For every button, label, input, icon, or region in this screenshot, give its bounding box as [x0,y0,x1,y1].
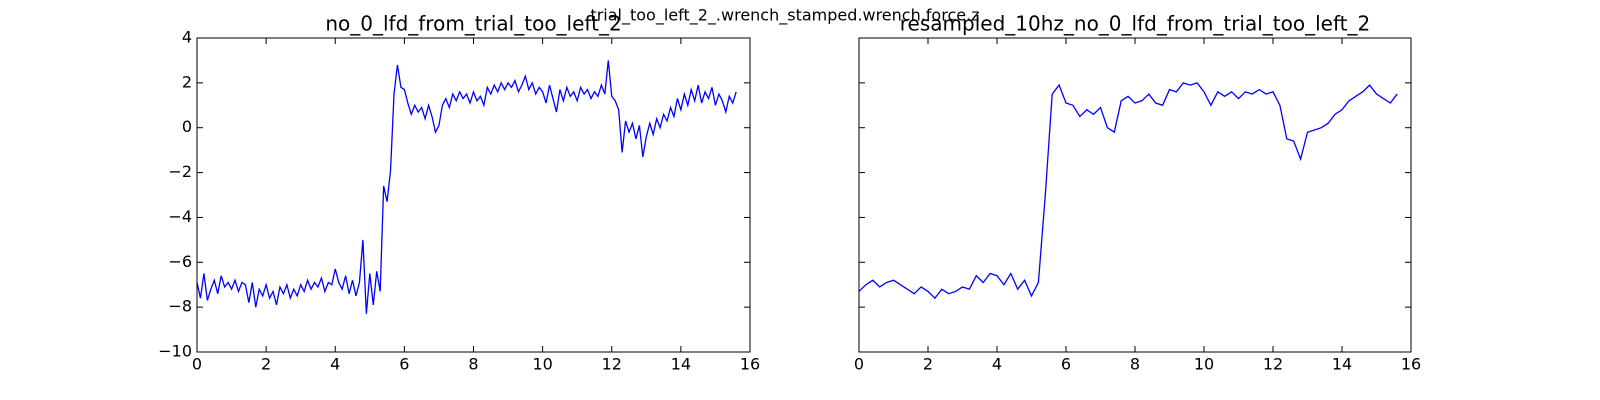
x-tick-label: 4 [992,355,1002,374]
y-tick-label: 2 [182,72,192,91]
x-tick-label: 14 [1332,355,1352,374]
x-tick-label: 6 [1061,355,1071,374]
x-tick-label: 2 [261,355,271,374]
y-tick-label: −2 [168,162,192,181]
y-tick-label: −4 [168,207,192,226]
x-tick-label: 0 [192,355,202,374]
x-tick-label: 8 [468,355,478,374]
axes-frame [196,37,751,353]
x-tick-label: 10 [1194,355,1214,374]
x-tick-label: 10 [532,355,552,374]
data-line [196,60,737,314]
x-tick-label: 2 [923,355,933,374]
axes-title: resampled_10hz_no_0_lfd_from_trial_too_l… [900,12,1370,36]
x-tick-label: 0 [854,355,864,374]
figure-title: trial_too_left_2_.wrench_stamped.wrench.… [590,6,979,26]
axes-title: no_0_lfd_from_trial_too_left_2 [325,12,621,36]
x-tick-label: 16 [740,355,760,374]
y-tick-label: −10 [158,342,192,361]
y-tick-label: 4 [182,28,192,47]
x-tick-label: 14 [671,355,691,374]
data-line [858,82,1398,300]
y-tick-label: −6 [168,252,192,271]
x-tick-label: 8 [1130,355,1140,374]
x-tick-label: 12 [1263,355,1283,374]
x-tick-label: 16 [1401,355,1421,374]
axes-frame [858,37,1412,353]
y-tick-label: −8 [168,297,192,316]
x-tick-label: 6 [399,355,409,374]
x-tick-label: 12 [602,355,622,374]
y-tick-label: 0 [182,117,192,136]
x-tick-label: 4 [330,355,340,374]
